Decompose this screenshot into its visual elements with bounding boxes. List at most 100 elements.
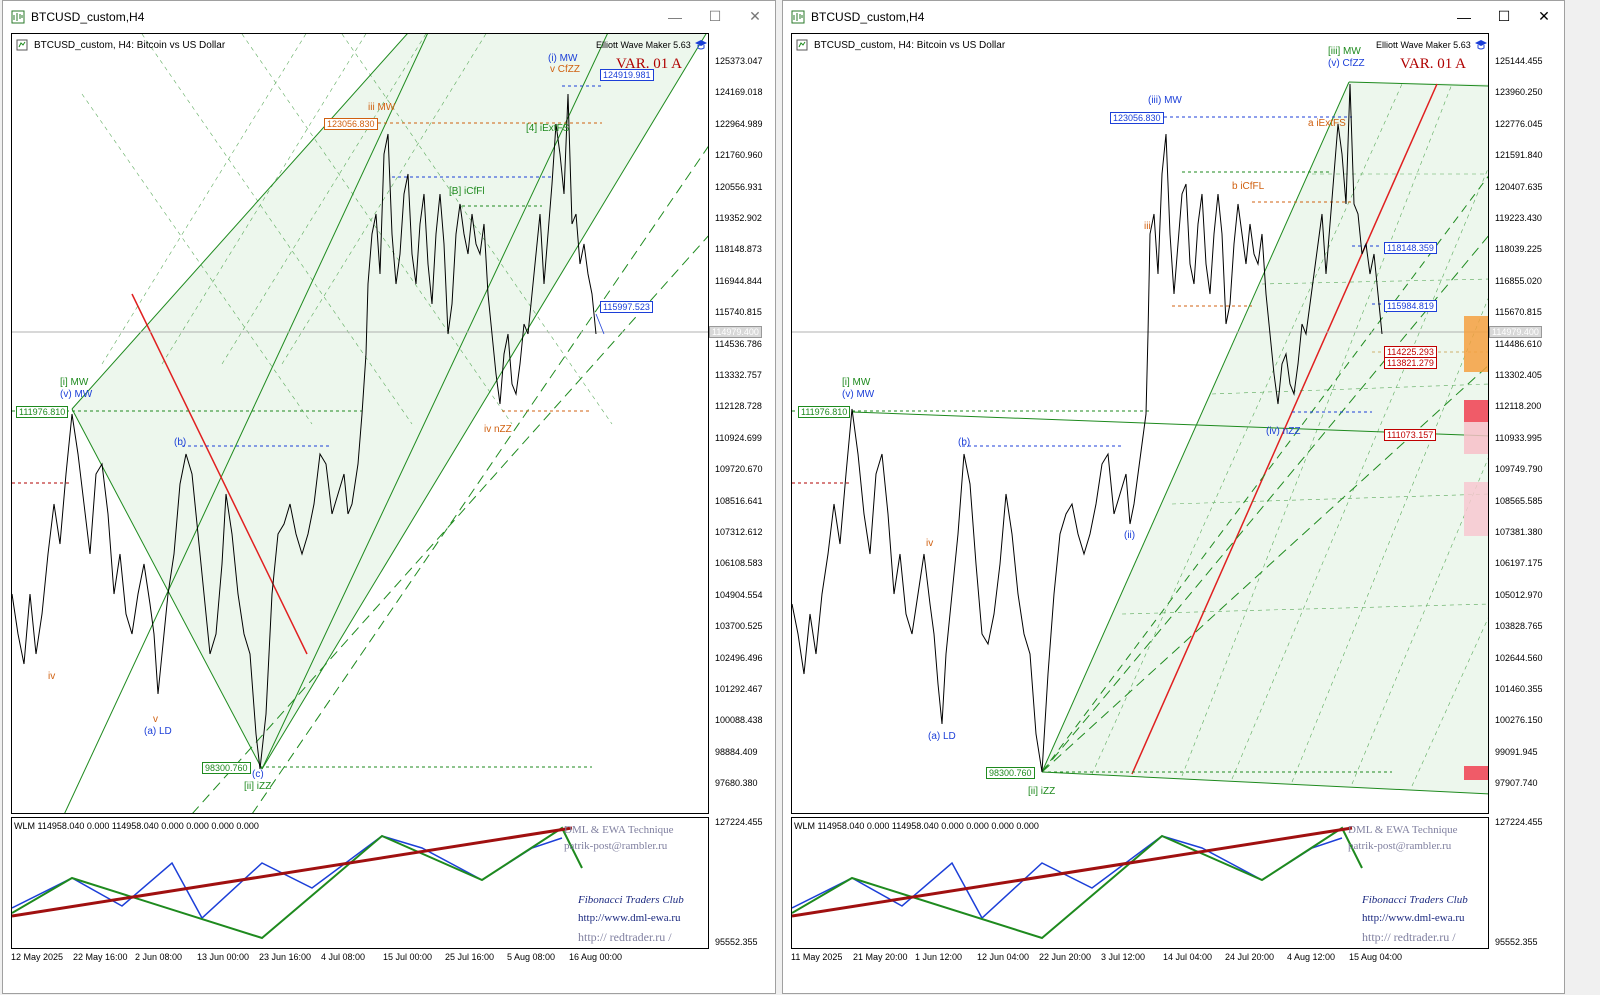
price-tag-iii: 123056.830 [324, 118, 378, 130]
price-tick-label: 115740.815 [715, 307, 762, 318]
close-button[interactable]: ✕ [749, 8, 761, 24]
wave-label: [4] iExtFS [526, 123, 570, 134]
wave-label: [ii] iZZ [244, 781, 272, 792]
price-tick-label: 119352.902 [715, 213, 762, 223]
wave-label: a iExtFS [1308, 118, 1346, 129]
wave-label: [iii] MW [1328, 46, 1361, 57]
credit-club: Fibonacci Traders Club [578, 894, 684, 906]
ewm-label: Elliott Wave Maker 5.63 [596, 40, 691, 50]
price-tick-label: 106197.175 [1495, 558, 1543, 569]
price-tick-label: 102644.560 [1495, 652, 1543, 663]
price-tick-label: 105012.970 [1495, 589, 1543, 600]
price-chart[interactable]: BTCUSD_custom, H4: Bitcoin vs US Dollar … [791, 33, 1489, 814]
date-tick-label: 1 Jun 12:00 [915, 952, 963, 962]
price-tick-label: 101460.355 [1495, 684, 1543, 694]
wave-label: iii MW [368, 102, 396, 113]
date-tick-label: 14 Jul 04:00 [1163, 952, 1213, 962]
wave-label: [i] MW [842, 377, 871, 388]
price-tick-label: 118148.873 [715, 244, 762, 255]
price-tick-label: 108516.641 [715, 495, 763, 506]
wave-label: (v) MW [60, 389, 93, 400]
date-tick-label: 23 Jun 16:00 [259, 952, 312, 962]
price-tick-label: 120407.635 [1495, 181, 1543, 192]
time-axis[interactable]: 12 May 2025 22 May 16:00 2 Jun 08:00 13 Jun… [11, 952, 709, 968]
wave-label: (ii) [1124, 530, 1136, 541]
price-tick-label: 97680.380 [715, 778, 758, 789]
maximize-button[interactable]: ☐ [708, 8, 722, 24]
wave-label: (iii) MW [1148, 95, 1182, 106]
chart-window-right[interactable]: BTCUSD_custom,H4 — ☐ ✕ [782, 0, 1565, 994]
price-tick-label: 121591.840 [1495, 150, 1543, 161]
price-tick-label: 112118.200 [1495, 401, 1542, 412]
wave-label: (a) LD [928, 731, 956, 742]
wave-label: (v) CfZZ [1328, 58, 1365, 69]
window-title: BTCUSD_custom,H4 [31, 9, 145, 24]
maximize-button[interactable]: ☐ [1497, 8, 1511, 24]
credit-email: patrik-post@rambler.ru [564, 840, 668, 852]
price-tag-current-low: 115997.523 [600, 301, 653, 313]
current-price-marker: 114979.400 [709, 326, 762, 338]
price-tick-label: 101292.467 [715, 684, 763, 694]
credit-technique: DML & EWA Technique [1348, 824, 1458, 836]
ewm-label: Elliott Wave Maker 5.63 [1376, 40, 1471, 50]
price-tag-ii: 98300.760 [202, 762, 251, 774]
title-bar[interactable]: BTCUSD_custom,H4 — ☐ ✕ [783, 1, 1564, 32]
indicator-price-top: 127224.455 [715, 817, 763, 827]
wave-label: (v) MW [842, 389, 875, 400]
title-bar[interactable]: BTCUSD_custom,H4 — ☐ ✕ [3, 1, 775, 32]
price-tick-label: 124169.018 [715, 87, 763, 98]
price-tick-label: 98884.409 [715, 746, 758, 757]
minimize-button[interactable]: — [668, 8, 682, 25]
credit-link-dml[interactable]: http://www.dml-ewa.ru [1362, 912, 1465, 924]
price-tick-label: 114536.786 [715, 338, 762, 349]
price-tag-high: 124919.981 [600, 69, 654, 81]
time-axis[interactable]: 11 May 2025 21 May 20:00 1 Jun 12:00 12 Jun… [791, 952, 1489, 968]
price-tick-label: 99091.945 [1495, 746, 1538, 757]
date-tick-label: 12 May 2025 [11, 952, 64, 962]
price-tick-label: 100276.150 [1495, 715, 1543, 726]
price-tick-label: 115670.815 [1495, 307, 1542, 318]
wave-label: [i] MW [60, 377, 89, 388]
price-tick-label: 103828.765 [1495, 621, 1543, 632]
price-tick-label: 125373.047 [715, 56, 763, 66]
price-tag: 118148.359 [1384, 242, 1437, 254]
wave-label: (c) [252, 769, 264, 780]
price-tag-iii: 123056.830 [1110, 112, 1164, 124]
wave-label: iv [926, 538, 934, 549]
credit-email: patrik-post@rambler.ru [1348, 840, 1452, 852]
symbol-list-icon[interactable] [796, 39, 808, 51]
price-tick-label: 120556.931 [715, 181, 763, 192]
wave-label: (i) MW [548, 53, 578, 64]
indicator-panel[interactable]: WLM 114958.040 0.000 114958.040 0.000 0.… [791, 817, 1489, 949]
date-tick-label: 22 May 16:00 [73, 952, 128, 962]
close-button[interactable]: ✕ [1538, 8, 1550, 24]
chart-window-left[interactable]: BTCUSD_custom,H4 — ☐ ✕ [2, 0, 776, 994]
credit-club: Fibonacci Traders Club [1362, 894, 1468, 906]
price-tick-label: 116944.844 [715, 275, 762, 286]
minimize-button[interactable]: — [1457, 8, 1471, 25]
price-tag-ii: 98300.760 [986, 767, 1035, 779]
wave-label: (b) [958, 437, 971, 448]
price-chart[interactable]: BTCUSD_custom, H4: Bitcoin vs US Dollar … [11, 33, 709, 814]
date-tick-label: 21 May 20:00 [853, 952, 908, 962]
price-tick-label: 121760.960 [715, 150, 763, 161]
price-tick-label: 112128.728 [715, 401, 762, 412]
indicator-price-top: 127224.455 [1495, 817, 1543, 827]
price-tick-label: 109749.790 [1495, 464, 1543, 475]
symbol-list-icon[interactable] [16, 39, 28, 51]
date-tick-label: 15 Jul 00:00 [383, 952, 433, 962]
credit-link-dml[interactable]: http://www.dml-ewa.ru [578, 912, 681, 924]
chart-drawing [792, 81, 1488, 795]
price-tick-label: 123960.250 [1495, 87, 1543, 98]
credit-link-redtrader[interactable]: http:// redtrader.ru / [1362, 930, 1456, 944]
price-tick-label: 107381.380 [1495, 527, 1543, 537]
indicator-price-bottom: 95552.355 [715, 937, 758, 947]
price-tick-label: 103700.525 [715, 621, 763, 632]
indicator-panel[interactable]: WLM 114958.040 0.000 114958.040 0.000 0.… [11, 817, 709, 949]
variant-label: VAR. 01 A [1400, 56, 1466, 72]
date-tick-label: 5 Aug 08:00 [507, 952, 556, 962]
credit-link-redtrader[interactable]: http:// redtrader.ru / [578, 930, 672, 944]
price-tag: 115984.819 [1384, 300, 1437, 312]
price-tick-label: 109720.670 [715, 464, 763, 475]
indicator-drawing [12, 826, 583, 940]
